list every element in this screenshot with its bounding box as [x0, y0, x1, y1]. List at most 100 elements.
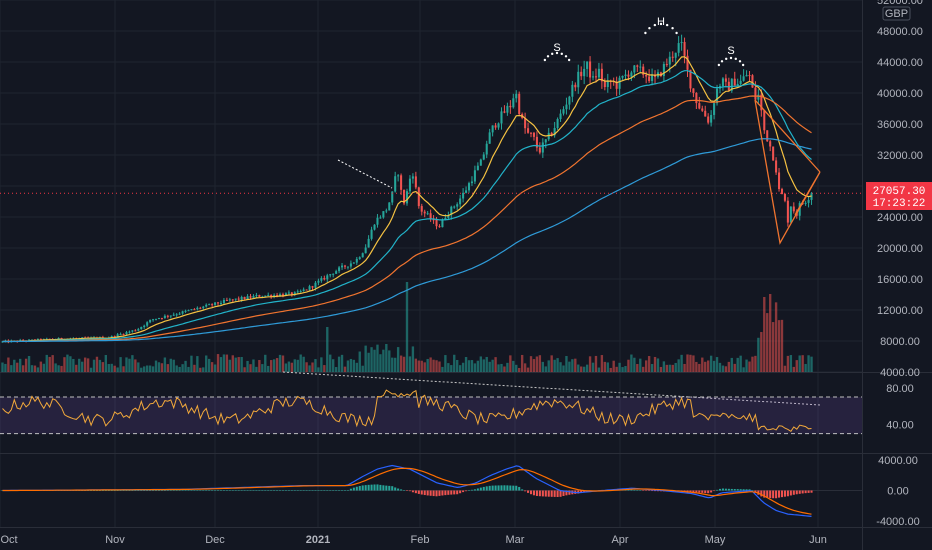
- volume-bar: [382, 349, 385, 372]
- volume-bar: [51, 355, 54, 372]
- macd-histogram-bar: [476, 488, 479, 491]
- volume-bar: [801, 355, 804, 372]
- volume-bar: [113, 365, 116, 372]
- candle-body: [565, 104, 568, 110]
- volume-bar: [804, 363, 807, 372]
- volume-bar: [408, 356, 412, 372]
- macd-histogram-bar: [225, 490, 228, 491]
- macd-histogram-bar: [651, 490, 654, 492]
- candle-body: [202, 306, 205, 309]
- volume-bar: [267, 365, 270, 372]
- volume-bar: [745, 359, 748, 372]
- macd-histogram-bar: [385, 485, 388, 491]
- volume-bar: [394, 357, 397, 372]
- macd-histogram-bar: [656, 490, 660, 492]
- volume-bar: [122, 366, 125, 372]
- volume-bar: [798, 355, 801, 372]
- macd-histogram-bar: [444, 490, 447, 496]
- candle-body: [420, 206, 423, 212]
- macd-histogram-bar: [400, 489, 403, 491]
- macd-histogram-bar: [163, 490, 166, 491]
- candle-body: [388, 202, 391, 211]
- volume-bar: [769, 294, 772, 372]
- macd-histogram-bar: [441, 490, 444, 496]
- candle-body: [639, 66, 642, 68]
- price-axis-label: 52000.00: [877, 0, 923, 7]
- volume-bar: [417, 360, 420, 372]
- macd-histogram-bar: [556, 490, 559, 497]
- triangle-edge: [754, 99, 821, 173]
- volume-bar: [777, 320, 781, 372]
- volume-bar: [137, 362, 140, 372]
- macd-histogram-bar: [134, 490, 137, 491]
- currency-badge[interactable]: [882, 6, 911, 21]
- candle-body: [394, 176, 397, 192]
- candle-body: [160, 318, 163, 320]
- volume-bar: [792, 366, 795, 372]
- volume-bar: [450, 365, 453, 372]
- candle-body: [677, 43, 680, 53]
- candle-body: [662, 64, 665, 77]
- macd-histogram-bar: [748, 489, 751, 491]
- candle-body: [231, 299, 234, 301]
- macd-histogram-bar: [252, 490, 255, 491]
- moving-averages: [0, 56, 862, 343]
- macd-histogram-bar: [137, 490, 140, 491]
- volume-bar: [730, 357, 733, 372]
- volume-bar: [461, 362, 465, 372]
- candle-body: [583, 68, 586, 77]
- volume-bar: [202, 367, 205, 372]
- macd-histogram-bar: [462, 490, 465, 493]
- volume-bar: [119, 357, 122, 372]
- candle-body: [798, 203, 801, 216]
- macd-histogram-bar: [766, 490, 769, 498]
- macd-histogram-bar: [686, 490, 689, 492]
- shoulder-right-label: S: [727, 45, 734, 57]
- candle-body: [234, 298, 237, 300]
- candle-body: [349, 263, 352, 267]
- candle-body: [642, 66, 645, 75]
- shoulder-left-arc: [567, 58, 571, 62]
- macd-histogram-bar: [352, 487, 355, 491]
- candle-body: [763, 110, 766, 131]
- candle-body: [119, 333, 122, 335]
- macd-histogram-bar: [414, 490, 417, 494]
- price-axis-label: 44000.00: [877, 57, 923, 69]
- candle-body: [281, 294, 285, 296]
- candle-body: [131, 330, 134, 332]
- candle-body: [698, 103, 701, 109]
- macd-histogram-bar: [503, 485, 506, 491]
- volume-bar: [187, 366, 190, 372]
- macd-histogram-bar: [178, 490, 181, 491]
- head-arc: [665, 23, 669, 27]
- macd-histogram-bar: [692, 490, 695, 493]
- volume-bar: [207, 358, 211, 372]
- candle-body: [783, 194, 786, 201]
- candle-body: [518, 93, 521, 115]
- macd-histogram-bar: [101, 490, 104, 491]
- macd-histogram-bar: [343, 490, 347, 491]
- volume-bar: [636, 364, 639, 372]
- macd-histogram-bar: [435, 490, 438, 497]
- macd-histogram-bar: [411, 490, 414, 493]
- candle-body: [577, 71, 580, 88]
- candle-body: [603, 81, 606, 88]
- volume-bar: [603, 361, 607, 372]
- macd-histogram-bar: [456, 490, 459, 495]
- volume-bar: [485, 356, 488, 372]
- candle-body: [535, 136, 538, 148]
- macd-histogram-bar: [538, 490, 541, 497]
- volume-bar: [680, 354, 683, 372]
- candle-body: [240, 296, 243, 300]
- volume-bar: [95, 356, 99, 372]
- candle-body: [724, 78, 727, 82]
- candle-body: [580, 71, 583, 77]
- head-label: H: [657, 16, 665, 28]
- macd-histogram-bar: [467, 490, 471, 491]
- macd-histogram-bar: [122, 490, 125, 491]
- volume-bar: [774, 302, 778, 372]
- macd-histogram-bar: [547, 490, 550, 497]
- macd-histogram-bar: [361, 485, 364, 491]
